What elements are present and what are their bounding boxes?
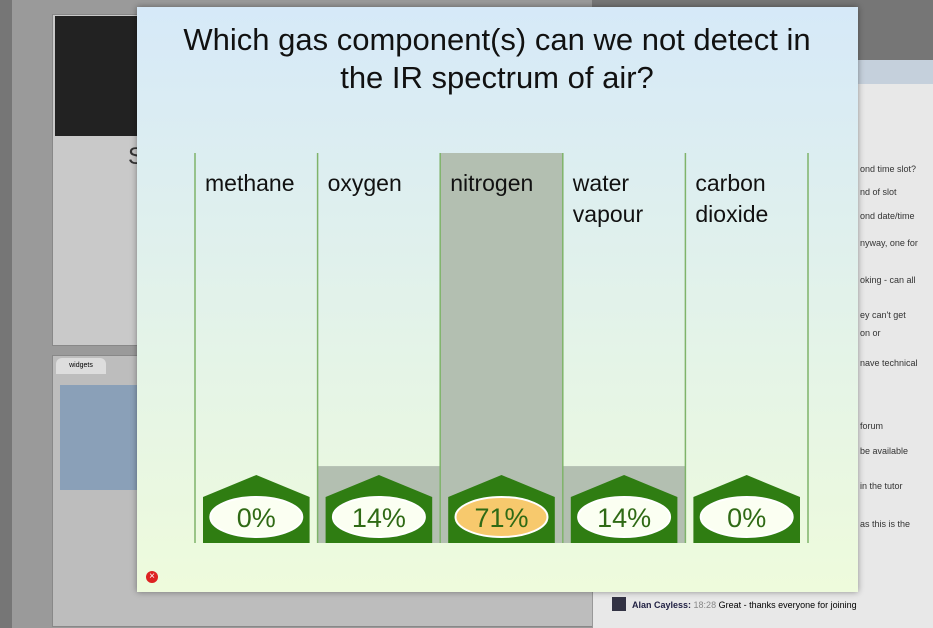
poll-chart: 0% 14% 71% 14% 0% [194,153,809,543]
chat-fragment: forum [860,421,884,431]
chat-message: Alan Cayless: 18:28 Great - thanks every… [632,600,857,610]
chat-fragment: nyway, one for [860,238,918,248]
value-label: 14% [352,503,406,533]
chat-fragment: nd of slot [860,187,897,197]
chat-fragment: ey can't get [860,310,906,320]
result-oval [577,496,672,538]
result-oval [209,496,304,538]
value-label: 0% [237,503,276,533]
poll-question: Which gas component(s) can we not detect… [183,22,811,95]
widgets-tab[interactable]: widgets [56,358,106,374]
close-button[interactable]: × [146,571,158,583]
value-label: 0% [727,503,766,533]
option-label: carbon dioxide [695,170,769,227]
result-oval [699,496,794,538]
chat-fragment: as this is the [860,519,911,529]
chat-fragment: on or [860,328,881,338]
option-label: methane [205,170,295,196]
map-widget [60,385,140,490]
option-label: water vapour [572,170,644,227]
result-oval [331,496,426,538]
value-label: 14% [597,503,651,533]
chat-fragment: be available [860,446,909,456]
chat-fragment: ond date/time [860,211,915,221]
author: Alan Cayless: [632,600,692,610]
chat-fragment: in the tutor [860,481,903,491]
value-label: 71% [474,503,528,533]
avatar [612,597,626,611]
chat-fragment: nave technical [860,358,918,368]
chat-fragment: ond time slot? [860,164,917,174]
globe-image [55,16,145,136]
option-label: oxygen [327,170,402,196]
result-oval [454,496,549,538]
chat-fragment: oking - can all [860,275,916,285]
option-label: nitrogen [450,170,534,196]
message: Great - thanks everyone for joining [718,600,857,610]
poll-dialog: Which gas component(s) can we not detect… [137,7,858,592]
time: 18:28 [693,600,717,610]
